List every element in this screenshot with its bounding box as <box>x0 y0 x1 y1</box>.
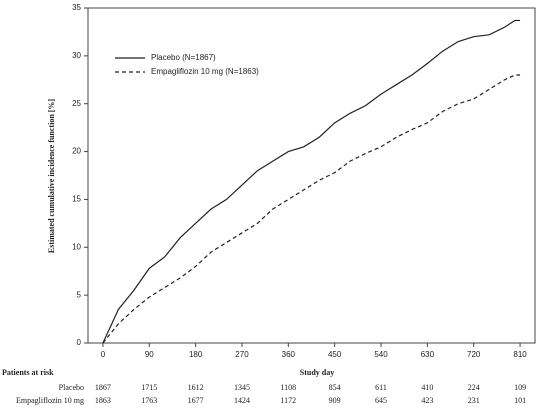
risk-value: 645 <box>375 396 387 405</box>
x-tick-label: 0 <box>101 350 106 359</box>
x-tick-label: 810 <box>513 350 527 359</box>
risk-value: 1715 <box>141 383 157 392</box>
risk-value: 1867 <box>95 383 111 392</box>
y-tick-label: 20 <box>72 147 81 156</box>
risk-value: 109 <box>514 383 526 392</box>
risk-value: 1612 <box>188 383 204 392</box>
legend-label: Placebo (N=1867) <box>151 53 216 62</box>
risk-value: 854 <box>329 383 341 392</box>
y-tick-label: 35 <box>72 3 81 12</box>
y-tick-label: 25 <box>72 99 81 108</box>
y-axis-label: Estimated cumulative incidence function … <box>47 99 56 254</box>
y-tick-label: 5 <box>77 290 82 299</box>
y-tick-label: 0 <box>77 338 82 347</box>
risk-value: 1108 <box>280 383 296 392</box>
legend-label: Empagliflozin 10 mg (N=1863) <box>151 67 259 76</box>
risk-value: 1424 <box>234 396 250 405</box>
y-tick-label: 30 <box>72 51 81 60</box>
risk-table-title: Patients at risk <box>2 368 54 377</box>
risk-value: 1763 <box>141 396 157 405</box>
risk-value: 1345 <box>234 383 250 392</box>
series-line <box>102 19 521 344</box>
risk-value: 1677 <box>188 396 204 405</box>
risk-value: 1863 <box>95 396 111 405</box>
risk-value: 410 <box>421 383 433 392</box>
risk-row-label: Empagliflozin 10 mg <box>16 396 84 405</box>
x-tick-label: 270 <box>235 350 249 359</box>
x-tick-label: 180 <box>189 350 203 359</box>
risk-row-label: Placebo <box>59 383 84 392</box>
y-tick-label: 15 <box>72 195 81 204</box>
risk-value: 611 <box>375 383 387 392</box>
x-tick-label: 90 <box>145 350 154 359</box>
x-tick-label: 450 <box>328 350 342 359</box>
risk-value: 101 <box>514 396 526 405</box>
x-tick-label: 360 <box>282 350 296 359</box>
risk-value: 224 <box>468 383 480 392</box>
risk-value: 423 <box>421 396 433 405</box>
x-tick-label: 630 <box>421 350 435 359</box>
series-line <box>102 74 521 344</box>
x-tick-label: 720 <box>467 350 481 359</box>
risk-value: 231 <box>468 396 480 405</box>
plot-frame <box>87 7 536 344</box>
risk-value: 909 <box>329 396 341 405</box>
y-tick-label: 10 <box>72 242 81 251</box>
risk-value: 1172 <box>280 396 296 405</box>
x-tick-label: 540 <box>374 350 388 359</box>
x-axis-label: Study day <box>300 368 334 377</box>
